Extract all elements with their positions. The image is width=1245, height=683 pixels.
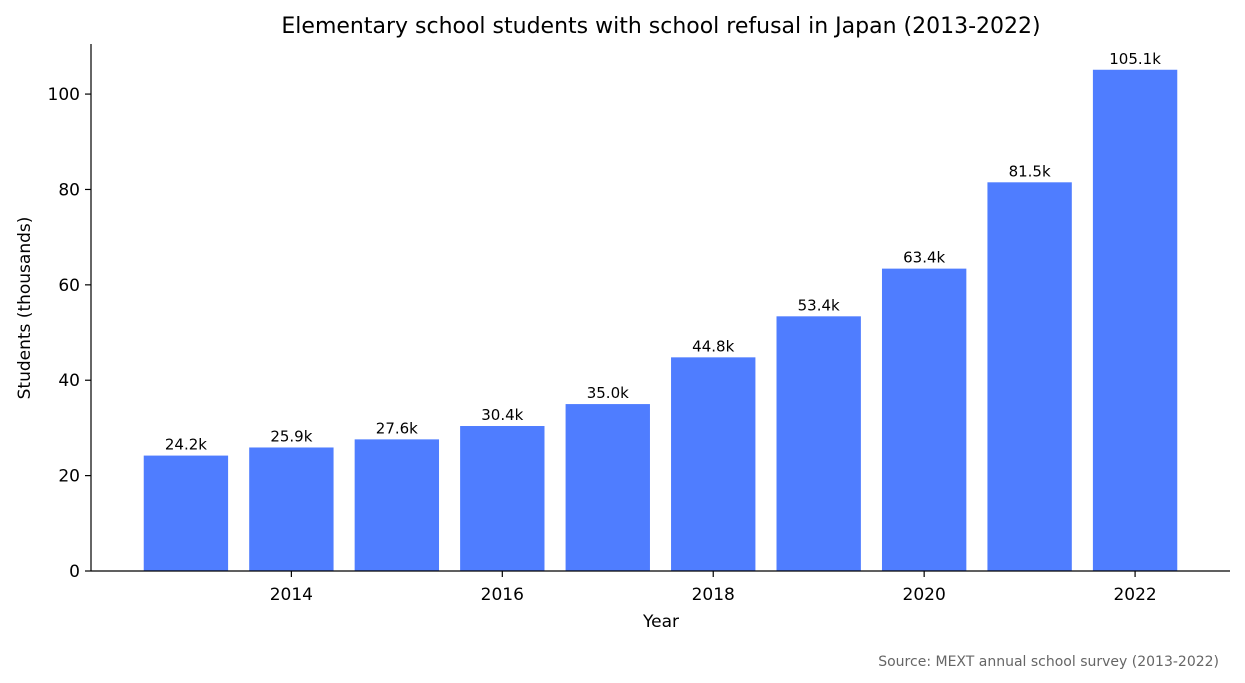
x-tick-label-2020: 2020 <box>903 585 946 605</box>
data-label-2013: 24.2k <box>165 436 207 454</box>
y-tick-label-20: 20 <box>58 467 80 487</box>
bar-2020 <box>881 268 967 571</box>
bar-2018 <box>671 357 756 571</box>
data-label-2022: 105.1k <box>1109 50 1161 68</box>
bar-2022 <box>1092 69 1178 571</box>
axes-group: 0 20 40 60 80 100 2014 2016 2018 2020 2022 <box>48 44 1230 605</box>
x-tick-label-2016: 2016 <box>481 585 524 605</box>
data-label-2017: 35.0k <box>587 384 629 402</box>
bar-2015 <box>354 439 440 571</box>
data-label-2015: 27.6k <box>376 419 418 437</box>
bar-2014 <box>249 447 334 571</box>
bar-2021 <box>987 182 1072 572</box>
data-label-2019: 53.4k <box>798 296 840 314</box>
data-label-2020: 63.4k <box>903 249 945 267</box>
y-tick-label-80: 80 <box>58 180 80 200</box>
y-tick-label-60: 60 <box>58 276 80 296</box>
bar-2019 <box>776 316 861 571</box>
x-axis-label: Year <box>642 612 679 632</box>
y-tick-label-0: 0 <box>69 562 80 582</box>
data-label-2018: 44.8k <box>692 337 734 355</box>
bar-2013 <box>143 455 229 571</box>
y-axis-label: Students (thousands) <box>15 217 35 400</box>
y-tick-label-100: 100 <box>48 85 80 105</box>
y-tick-label-40: 40 <box>58 371 80 391</box>
x-tick-label-2014: 2014 <box>270 585 313 605</box>
data-labels-group: 24.2k 25.9k 27.6k 30.4k 35.0k 44.8k 53.4k 63.4k… <box>165 50 1161 454</box>
bars-group <box>143 69 1178 572</box>
data-label-2014: 25.9k <box>270 427 312 445</box>
source-note: Source: MEXT annual school survey (2013-… <box>878 654 1219 670</box>
chart-title: Elementary school students with school r… <box>281 14 1040 39</box>
x-tick-label-2022: 2022 <box>1113 585 1156 605</box>
bar-2016 <box>460 426 545 571</box>
x-tick-label-2018: 2018 <box>692 585 735 605</box>
data-label-2021: 81.5k <box>1009 162 1051 180</box>
bar-2017 <box>565 404 650 571</box>
data-label-2016: 30.4k <box>481 406 523 424</box>
